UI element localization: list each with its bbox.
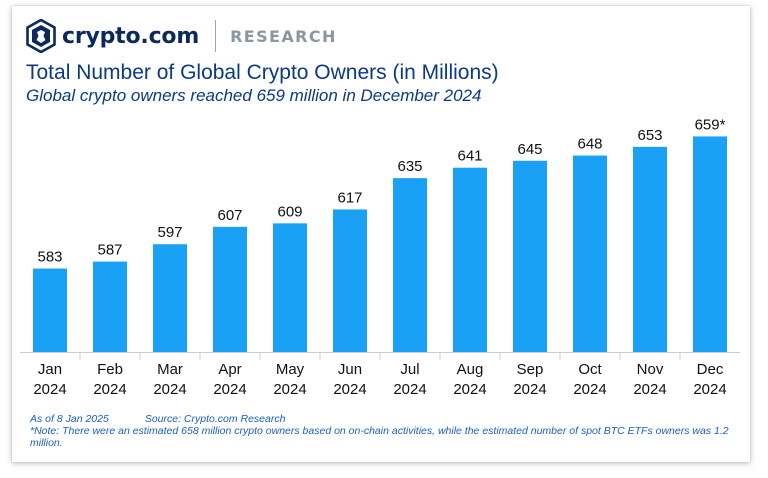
x-tick-label-month: Jun <box>338 361 362 378</box>
data-label: 609 <box>277 203 302 220</box>
x-tick-label-year: 2024 <box>33 381 66 398</box>
bar <box>513 160 547 352</box>
x-tick-label-year: 2024 <box>273 381 306 398</box>
x-tick-label-year: 2024 <box>153 381 186 398</box>
x-tick-label-year: 2024 <box>513 381 546 398</box>
data-label: 587 <box>97 242 122 259</box>
header: crypto.com RESEARCH <box>26 18 337 54</box>
bar <box>453 167 487 352</box>
x-tick-label-month: Jul <box>400 361 419 378</box>
data-label: 597 <box>157 224 182 241</box>
x-tick-label-month: Nov <box>637 361 664 378</box>
crypto-com-logo-icon <box>26 19 56 53</box>
x-tick-label-month: Jan <box>38 361 62 378</box>
chart-title: Total Number of Global Crypto Owners (in… <box>26 61 499 84</box>
bar <box>93 261 127 352</box>
x-tick-label-year: 2024 <box>213 381 246 398</box>
x-tick-label-month: Feb <box>97 361 123 378</box>
x-tick-label-year: 2024 <box>573 381 606 398</box>
x-tick-label-month: Sep <box>517 361 544 378</box>
x-tick-label-month: Apr <box>218 361 241 378</box>
x-tick-label-year: 2024 <box>633 381 666 398</box>
data-label: 583 <box>37 249 62 266</box>
data-label: 635 <box>397 158 422 175</box>
data-label: 645 <box>517 141 542 158</box>
data-label: 607 <box>217 207 242 224</box>
bar <box>693 136 727 352</box>
bar <box>33 268 67 352</box>
data-label: 617 <box>337 189 362 206</box>
as-of-date: As of 8 Jan 2025 <box>30 413 109 425</box>
data-label: 641 <box>457 148 482 165</box>
chart-subtitle: Global crypto owners reached 659 million… <box>26 86 482 105</box>
x-tick-label-year: 2024 <box>333 381 366 398</box>
data-label: 659* <box>695 116 726 133</box>
bar <box>573 155 607 352</box>
section-label: RESEARCH <box>230 26 337 46</box>
source-note: Source: Crypto.com Research <box>144 413 286 425</box>
x-tick-label-month: Oct <box>578 361 602 378</box>
bar <box>393 178 427 352</box>
bar <box>273 223 307 352</box>
bar <box>213 226 247 352</box>
brand-name: crypto.com <box>62 23 200 49</box>
bar <box>153 244 187 352</box>
bar <box>333 209 367 352</box>
bar-chart: 583 Jan 2024 587 Feb 2024 597 Mar 2024 607 Apr 2024… <box>20 116 740 398</box>
x-tick-label-month: Mar <box>157 361 183 378</box>
x-tick-label-year: 2024 <box>93 381 126 398</box>
chart-card: crypto.com RESEARCH Total Number of Glob… <box>12 6 750 462</box>
x-tick-label-year: 2024 <box>693 381 726 398</box>
footnote: *Note: There were an estimated 658 milli… <box>30 425 729 449</box>
x-tick-label-month: May <box>276 361 305 378</box>
footer: As of 8 Jan 2025 Source: Crypto.com Resea… <box>30 413 740 449</box>
data-label: 648 <box>577 136 602 153</box>
x-tick-label-month: Aug <box>457 361 484 378</box>
data-label: 653 <box>637 127 662 144</box>
x-tick-label-month: Dec <box>697 361 724 378</box>
x-tick-label-year: 2024 <box>453 381 486 398</box>
x-tick-label-year: 2024 <box>393 381 426 398</box>
bar <box>633 146 667 352</box>
header-divider <box>215 20 217 52</box>
